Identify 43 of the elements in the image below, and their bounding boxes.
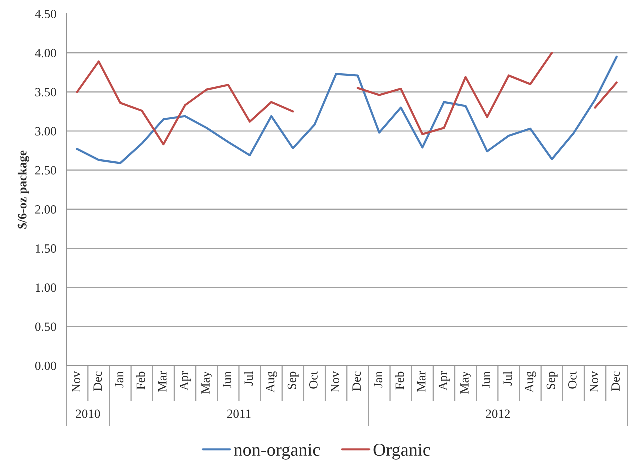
x-tick-label: Nov	[72, 371, 80, 393]
x-tick-label: May	[202, 371, 213, 394]
x-tick-label: Oct	[309, 371, 318, 389]
y-axis-title: $/6-oz package	[18, 150, 30, 229]
text: 2011	[227, 410, 251, 418]
x-tick-label: Feb	[395, 372, 404, 390]
x-tick-label: Nov	[331, 371, 340, 393]
legend-label: non-organic	[234, 444, 320, 460]
text: 2012	[486, 410, 510, 418]
x-tick-label: Oct	[568, 371, 577, 389]
y-tick-label: 3.00	[36, 127, 56, 136]
x-tick-label: Jun	[482, 372, 491, 388]
y-tick-label: 3.50	[36, 88, 56, 97]
x-tick-label: Jan	[374, 372, 383, 388]
x-tick-label: Jul	[503, 372, 512, 386]
y-tick-label: 2.00	[36, 205, 56, 214]
x-tick-label: Jul	[244, 372, 254, 386]
x-tick-label: Mar	[417, 371, 426, 392]
x-tick-label: Sep	[288, 372, 299, 390]
x-tick-label: Aug	[266, 372, 278, 393]
y-tick-label: 2.50	[36, 166, 56, 175]
x-tick-label: Mar	[158, 371, 167, 392]
x-tick-label: Sep	[546, 372, 558, 390]
line-series	[76, 56, 618, 164]
text: 2010	[76, 410, 100, 418]
x-tick-label: Dec	[352, 372, 362, 392]
y-tick-label: 4.00	[35, 49, 56, 58]
y-tick-label: 0.50	[35, 322, 56, 332]
x-tick-label: Apr	[438, 371, 450, 391]
x-tick-label: May	[460, 371, 472, 394]
x-tick-label: Nov	[590, 371, 598, 393]
y-tick-label: 4.50	[35, 10, 56, 18]
x-tick-label: Dec	[94, 372, 102, 392]
x-tick-label: Dec	[612, 372, 620, 392]
x-tick-label: Feb	[136, 372, 146, 390]
y-tick-label: 0.00	[35, 362, 56, 370]
x-tick-label: Jan	[115, 372, 124, 388]
y-tick-label: 1.00	[36, 284, 56, 292]
x-tick-label: Aug	[525, 372, 536, 393]
legend-label: Organic	[374, 444, 430, 460]
x-tick-label: Jun	[223, 372, 232, 388]
y-tick-label: 1.50	[36, 244, 56, 254]
x-tick-label: Apr	[180, 371, 191, 391]
